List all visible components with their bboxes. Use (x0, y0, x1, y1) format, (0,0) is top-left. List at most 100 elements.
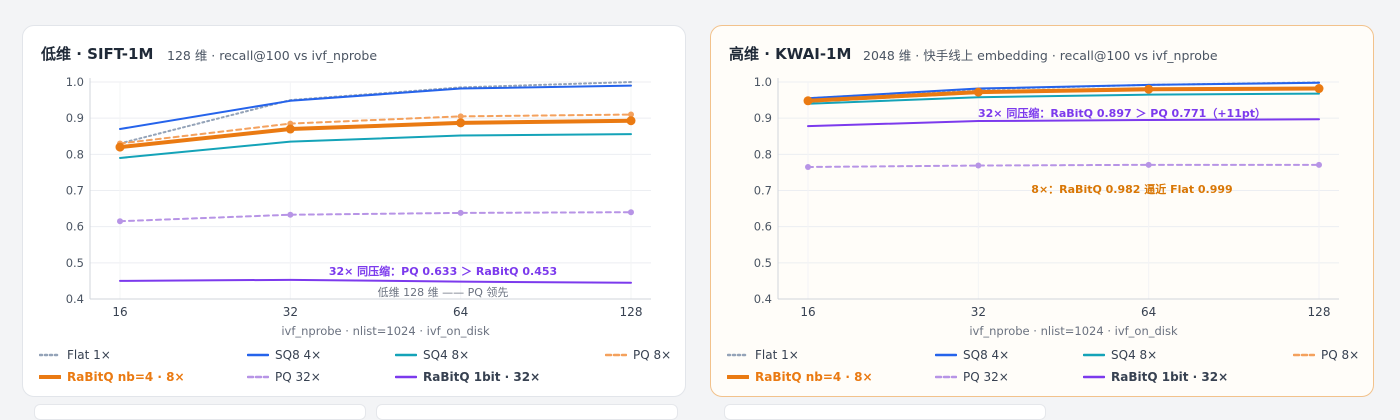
x-tick-label: 64 (453, 305, 468, 319)
chart-title: 高维 · KWAI-1M (729, 45, 852, 63)
y-tick-label: 0.9 (66, 111, 84, 125)
legend-swatch (247, 353, 269, 357)
chart-annotation: 8×：RaBitQ 0.982 逼近 Flat 0.999 (1031, 182, 1232, 196)
legend-item: SQ4 8× (395, 346, 469, 364)
legend-item: PQ 32× (247, 368, 321, 386)
legend-item: RaBitQ 1bit · 32× (395, 368, 540, 386)
legend-swatch (935, 353, 957, 357)
legend-swatch (39, 353, 61, 357)
line-chart-kwai: 0.4 0.5 0.6 0.7 0.8 0.9 1.0 16 32 64 128 ivf_nprobe… (754, 75, 1339, 338)
legend-item: Flat 1× (727, 346, 799, 364)
x-axis-label: ivf_nprobe · nlist=1024 · ivf_on_disk (969, 324, 1178, 338)
data-point (973, 87, 983, 97)
y-tick-label: 0.6 (66, 220, 84, 234)
legend-label: SQ4 8× (423, 348, 470, 362)
legend-label: RaBitQ nb=4 · 8× (67, 370, 185, 384)
y-tick-label: 0.5 (754, 256, 772, 270)
x-tick-label: 32 (971, 305, 986, 319)
x-tick-label: 16 (800, 305, 815, 319)
legend-swatch (1083, 353, 1105, 357)
series-line (119, 278, 632, 284)
legend-label: Flat 1× (755, 348, 799, 362)
chart-subtitle: 128 维 · recall@100 vs ivf_nprobe (167, 48, 378, 63)
legend-label: SQ8 4× (963, 348, 1010, 362)
data-point (805, 163, 811, 170)
legend-label: PQ 8× (1321, 348, 1360, 362)
legend-item: PQ 32× (935, 368, 1009, 386)
legend-label: SQ4 8× (1111, 348, 1158, 362)
series-line (118, 118, 633, 150)
series-line (807, 163, 1320, 168)
legend-swatch (1293, 353, 1315, 357)
data-point (1316, 161, 1322, 168)
legend-label: RaBitQ 1bit · 32× (1111, 370, 1229, 384)
x-tick-label: 64 (1141, 305, 1156, 319)
data-point (628, 209, 634, 216)
series-line (119, 113, 632, 145)
legend-item: SQ4 8× (1083, 346, 1157, 364)
x-tick-label: 128 (1308, 305, 1331, 319)
series-line (119, 84, 632, 131)
legend-label: RaBitQ 1bit · 32× (423, 370, 541, 384)
data-point (626, 116, 636, 126)
y-tick-label: 1.0 (754, 75, 772, 89)
data-point (628, 111, 634, 118)
legend-label: SQ8 4× (275, 348, 322, 362)
legend-item: RaBitQ 1bit · 32× (1083, 368, 1228, 386)
legend-swatch (247, 375, 269, 379)
legend-swatch (395, 375, 417, 379)
series-line (806, 86, 1321, 103)
data-point (1314, 84, 1324, 94)
line-chart-sift: 0.4 0.5 0.6 0.7 0.8 0.9 1.0 16 32 64 128 ivf_nprobe… (66, 75, 651, 338)
x-tick-label: 16 (112, 305, 127, 319)
legend-item: PQ 8× (1293, 346, 1359, 364)
data-point (803, 96, 813, 106)
y-tick-label: 0.4 (754, 292, 772, 306)
chart-card-sift: 低维 · SIFT-1M 128 维 · recall@100 vs ivf_n… (22, 25, 686, 397)
series-line (119, 211, 632, 223)
chart-title: 低维 · SIFT-1M (41, 45, 154, 63)
legend-swatch (1083, 375, 1105, 379)
y-tick-label: 0.7 (754, 184, 772, 198)
legend-swatch (727, 375, 749, 379)
legend-label: PQ 32× (963, 370, 1009, 384)
legend-item: RaBitQ nb=4 · 8× (727, 368, 873, 386)
y-tick-label: 0.8 (66, 147, 84, 161)
legend-label: PQ 32× (275, 370, 321, 384)
legend-swatch (935, 375, 957, 379)
chart-legend: Flat 1× SQ8 4× SQ4 8× PQ 8× RaBitQ nb=4 · 8×… (727, 346, 1359, 390)
legend-item: SQ8 4× (935, 346, 1009, 364)
next-card-edge (34, 404, 366, 420)
data-point (456, 118, 466, 128)
next-card-edge (376, 404, 678, 420)
y-tick-label: 0.6 (754, 220, 772, 234)
y-tick-label: 0.5 (66, 256, 84, 270)
data-point (1145, 161, 1152, 168)
data-point (1144, 84, 1154, 94)
series-line (807, 92, 1320, 105)
data-point (115, 142, 125, 152)
data-point (457, 209, 464, 216)
series-line (807, 118, 1320, 128)
chart-card-kwai: 高维 · KWAI-1M 2048 维 · 快手线上 embedding · r… (710, 25, 1374, 397)
x-axis-label: ivf_nprobe · nlist=1024 · ivf_on_disk (281, 324, 490, 338)
legend-label: PQ 8× (633, 348, 672, 362)
y-tick-label: 1.0 (66, 75, 84, 89)
legend-swatch (727, 353, 749, 357)
series-line (807, 81, 1320, 100)
y-tick-label: 0.9 (754, 111, 772, 125)
data-point (285, 124, 295, 134)
legend-swatch (605, 353, 627, 357)
chart-subtitle: 2048 维 · 快手线上 embedding · recall@100 vs … (863, 48, 1218, 63)
data-point (975, 162, 982, 169)
data-point (117, 218, 123, 225)
legend-swatch (39, 375, 61, 379)
legend-item: RaBitQ nb=4 · 8× (39, 368, 185, 386)
legend-label: Flat 1× (67, 348, 111, 362)
chart-annotation: 低维 128 维 —— PQ 领先 (378, 286, 509, 299)
series-line (119, 133, 632, 159)
y-tick-label: 0.7 (66, 184, 84, 198)
legend-item: Flat 1× (39, 346, 111, 364)
chart-annotation: 32× 同压缩：RaBitQ 0.897 ＞ PQ 0.771（+11pt） (978, 106, 1266, 120)
data-point (287, 211, 294, 218)
